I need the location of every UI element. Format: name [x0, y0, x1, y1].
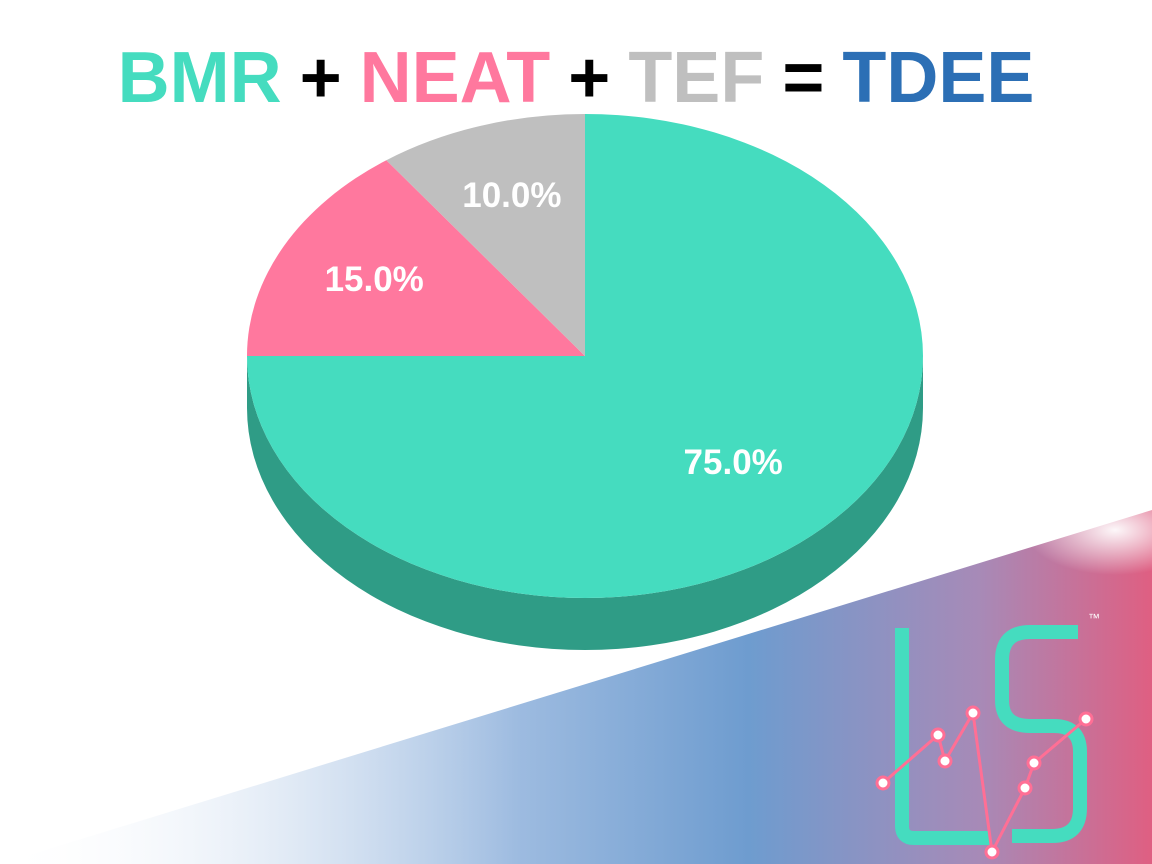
pie-chart: 75.0% 15.0% 10.0%: [247, 114, 923, 650]
pie-slice: [247, 160, 585, 356]
title-term: NEAT: [359, 38, 551, 118]
background-glow: [1025, 485, 1152, 575]
title-term: +: [568, 38, 611, 118]
pie-slice-label: 10.0%: [462, 176, 561, 215]
title-term: TDEE: [842, 38, 1035, 118]
formula-title: BMR + NEAT + TEF = TDEE: [0, 38, 1152, 118]
pie-slice: [386, 114, 585, 356]
background-gradient-band: [0, 510, 1152, 864]
title-term: +: [299, 38, 342, 118]
title-term: BMR: [117, 38, 282, 118]
pie-slice-label: 75.0%: [684, 443, 783, 482]
title-term: TEF: [628, 38, 765, 118]
pie-side-wall: [247, 356, 923, 650]
logo-trend-points: [875, 705, 1094, 860]
pie-slice-label: 15.0%: [325, 260, 424, 299]
logo-trademark: ™: [1088, 611, 1100, 625]
logo-letter-l: [895, 628, 990, 845]
title-term: =: [782, 38, 825, 118]
logo-letter-s: [995, 625, 1087, 843]
ls-logo: ™: [875, 611, 1100, 860]
